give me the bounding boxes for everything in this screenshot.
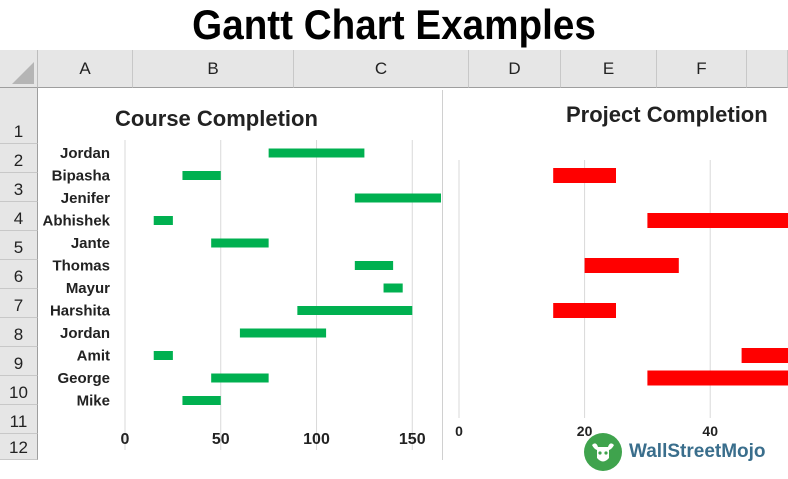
course-chart-plot: 0 50 100 150 Jordan Bipasha Jenifer Abhishek Jan… (42, 140, 441, 450)
project-chart-plot: 0 20 40 (455, 160, 788, 439)
project-bar (741, 348, 788, 363)
column-header-a[interactable]: A (38, 50, 133, 88)
row-header-11[interactable]: 11 (0, 405, 38, 434)
course-category-label: Amit (77, 348, 110, 365)
course-category-label: Jenifer (61, 190, 110, 207)
row-header-5[interactable]: 5 (0, 231, 38, 260)
course-category-label: Jordan (60, 145, 110, 162)
select-all-triangle-icon (12, 62, 34, 84)
course-category-label: Jordan (60, 325, 110, 342)
course-bar (239, 328, 327, 338)
column-header-d[interactable]: D (469, 50, 561, 88)
course-bar (182, 396, 221, 405)
row-header-7[interactable]: 7 (0, 289, 38, 318)
column-header-e[interactable]: E (561, 50, 657, 88)
course-category-label: Thomas (52, 258, 110, 275)
course-bar (153, 216, 173, 225)
column-header-c[interactable]: C (294, 50, 469, 88)
course-category-label: Mayur (66, 280, 110, 297)
project-bar (553, 168, 616, 183)
course-x-tick-label: 100 (303, 431, 330, 448)
course-category-label: George (57, 370, 110, 387)
project-bar (584, 258, 679, 273)
course-bar (182, 171, 221, 180)
select-all-corner[interactable] (0, 50, 38, 88)
wallstreetmojo-logo: WallStreetMojo (583, 432, 766, 472)
project-bar (647, 370, 788, 386)
page-title: Gantt Chart Examples (192, 1, 596, 48)
course-chart-title: Course Completion (115, 106, 318, 131)
project-bar (647, 213, 788, 228)
project-x-tick-label: 0 (455, 423, 463, 439)
course-category-label: Jante (71, 235, 110, 252)
row-header-6[interactable]: 6 (0, 260, 38, 289)
course-bar (383, 283, 403, 293)
row-header-9[interactable]: 9 (0, 347, 38, 376)
course-bar (153, 351, 173, 360)
project-x-tick-label: 20 (577, 423, 593, 439)
row-header-3[interactable]: 3 (0, 173, 38, 202)
course-chart[interactable]: Course Completion 0 50 100 150 Jordan Bipasha… (38, 88, 442, 460)
project-chart-title: Project Completion (566, 102, 768, 127)
chart-divider (442, 90, 443, 460)
row-header-8[interactable]: 8 (0, 318, 38, 347)
course-bar (354, 261, 394, 270)
column-header-partial[interactable] (747, 50, 788, 88)
row-header-12[interactable]: 12 (0, 434, 38, 460)
project-bar (553, 303, 616, 318)
wallstreetmojo-logo-text: WallStreetMojo (629, 441, 766, 462)
project-x-tick-label: 40 (702, 423, 718, 439)
row-header-1[interactable]: 1 (0, 88, 38, 144)
course-x-tick-label: 0 (121, 431, 130, 448)
course-category-label: Harshita (50, 303, 111, 320)
course-bar (268, 148, 365, 158)
course-bar (297, 306, 413, 315)
course-category-label: Bipasha (52, 168, 111, 185)
row-header-10[interactable]: 10 (0, 376, 38, 405)
course-bar (354, 193, 441, 203)
row-header-2[interactable]: 2 (0, 144, 38, 173)
column-header-b[interactable]: B (133, 50, 294, 88)
bull-icon (584, 433, 622, 471)
course-x-tick-label: 150 (399, 431, 426, 448)
course-bar (211, 373, 269, 383)
row-header-4[interactable]: 4 (0, 202, 38, 231)
course-category-label: Abhishek (42, 213, 110, 230)
course-category-label: Mike (77, 393, 110, 410)
column-header-f[interactable]: F (657, 50, 747, 88)
project-chart[interactable]: Project Completion 0 20 40 (443, 88, 788, 460)
spreadsheet: A B C D E F 1 2 3 4 5 6 7 8 9 10 11 12 C… (0, 50, 788, 460)
course-bar (211, 238, 269, 248)
course-x-tick-label: 50 (212, 431, 230, 448)
